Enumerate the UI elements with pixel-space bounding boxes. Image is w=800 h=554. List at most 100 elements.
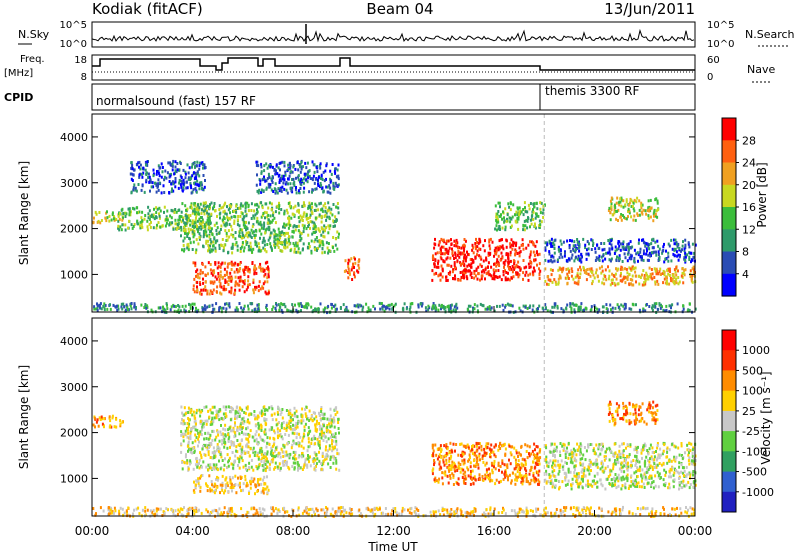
echo-cell xyxy=(260,215,263,219)
echo-cell xyxy=(144,214,147,217)
echo-cell xyxy=(239,204,242,207)
echo-cell xyxy=(496,276,499,279)
echo-cell xyxy=(538,304,541,308)
echo-cell xyxy=(252,247,255,251)
echo-cell xyxy=(250,228,253,232)
echo-cell xyxy=(597,279,600,283)
echo-cell xyxy=(314,177,317,181)
echo-cell xyxy=(496,262,499,266)
echo-cell xyxy=(239,261,242,264)
echo-cell xyxy=(211,280,214,284)
echo-cell xyxy=(320,220,323,224)
echo-cell xyxy=(518,246,521,250)
echo-cell xyxy=(620,198,623,202)
echo-cell xyxy=(211,456,213,460)
echo-cell xyxy=(204,225,206,229)
echo-cell xyxy=(211,416,214,420)
echo-cell xyxy=(158,216,161,220)
echo-cell xyxy=(165,218,168,222)
echo-cell xyxy=(260,170,263,174)
echo-cell xyxy=(322,190,325,194)
echo-cell xyxy=(279,429,282,433)
echo-cell xyxy=(198,206,201,210)
echo-cell xyxy=(450,264,453,268)
echo-cell xyxy=(692,265,695,269)
echo-cell xyxy=(198,408,201,412)
echo-cell xyxy=(157,221,160,225)
echo-cell xyxy=(487,265,489,269)
echo-cell xyxy=(616,209,619,213)
echo-cell xyxy=(222,205,225,209)
echo-cell xyxy=(280,302,283,306)
echo-cell xyxy=(664,257,667,261)
echo-cell xyxy=(551,280,554,284)
echo-cell xyxy=(225,270,228,274)
echo-cell xyxy=(605,278,608,282)
echo-cell xyxy=(551,268,554,272)
echo-cell xyxy=(502,210,504,214)
echo-cell xyxy=(450,309,453,313)
echo-cell xyxy=(207,243,210,247)
echo-cell xyxy=(517,227,520,231)
echo-cell xyxy=(508,205,511,209)
echo-cell xyxy=(260,223,263,227)
echo-cell xyxy=(648,247,651,251)
echo-cell xyxy=(199,216,202,219)
echo-cell xyxy=(274,466,277,469)
echo-cell xyxy=(505,245,508,249)
echo-cell xyxy=(241,241,244,244)
echo-cell xyxy=(193,207,196,211)
echo-cell xyxy=(254,203,257,207)
echo-cell xyxy=(191,441,194,445)
echo-cell xyxy=(536,253,539,257)
echo-cell xyxy=(113,425,116,429)
echo-cell xyxy=(180,176,183,179)
echo-cell xyxy=(573,303,576,307)
echo-cell xyxy=(261,456,264,460)
echo-cell xyxy=(478,254,481,258)
echo-cell xyxy=(194,175,197,179)
echo-cell xyxy=(641,238,643,242)
echo-cell xyxy=(493,249,496,253)
echo-cell xyxy=(239,423,242,427)
echo-cell xyxy=(155,211,158,214)
echo-cell xyxy=(262,282,265,286)
echo-cell xyxy=(531,270,534,274)
echo-cell xyxy=(211,422,214,426)
echo-cell xyxy=(607,277,610,281)
noise-panel-frame xyxy=(91,21,696,48)
echo-cell xyxy=(628,282,631,286)
echo-cell xyxy=(287,309,290,313)
echo-cell xyxy=(693,271,696,275)
echo-cell xyxy=(184,412,187,416)
echo-cell xyxy=(480,264,483,268)
echo-cell xyxy=(201,262,204,266)
echo-cell xyxy=(222,219,224,223)
echo-cell xyxy=(686,253,689,257)
echo-cell xyxy=(551,260,554,264)
echo-cell xyxy=(313,246,316,250)
echo-cell xyxy=(553,305,556,309)
echo-cell xyxy=(247,203,250,207)
echo-cell xyxy=(510,243,513,247)
echo-cell xyxy=(307,426,310,430)
echo-cell xyxy=(263,164,266,168)
echo-cell xyxy=(637,274,640,278)
echo-cell xyxy=(220,224,223,228)
echo-cell xyxy=(163,191,166,194)
echo-cell xyxy=(271,444,274,448)
echo-cell xyxy=(195,164,198,168)
echo-cell xyxy=(234,417,236,421)
echo-cell xyxy=(227,440,230,443)
echo-cell xyxy=(540,201,543,205)
echo-cell xyxy=(199,430,202,434)
echo-cell xyxy=(148,175,151,179)
echo-cell xyxy=(215,221,218,225)
echo-cell xyxy=(624,281,627,285)
echo-cell xyxy=(224,486,227,489)
echo-cell xyxy=(304,412,307,416)
echo-cell xyxy=(210,229,212,233)
echo-cell xyxy=(332,433,335,437)
echo-cell xyxy=(266,280,269,284)
echo-cell xyxy=(198,461,200,465)
